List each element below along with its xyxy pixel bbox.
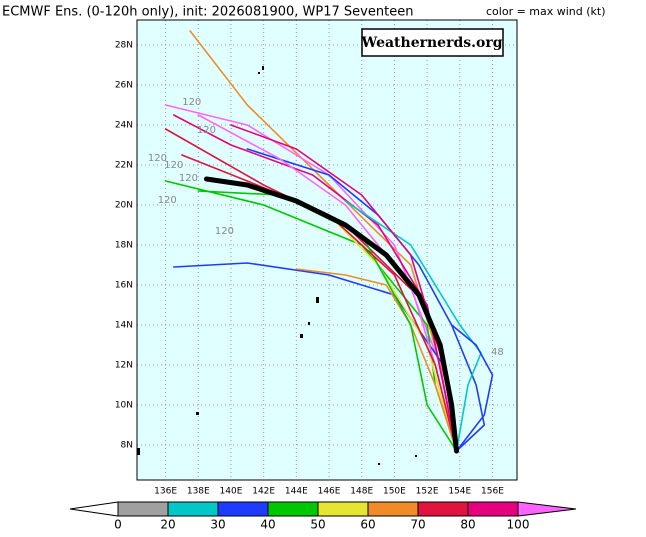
lat-tick-label: 14N: [115, 321, 133, 331]
lon-tick-label: 150E: [383, 487, 406, 497]
lat-tick-label: 16N: [115, 281, 133, 291]
hour-label: 120: [179, 173, 198, 184]
ensemble-track: [450, 324, 494, 452]
lon-tick-label: 152E: [416, 487, 439, 497]
colorbar-segment: [317, 501, 369, 517]
title: ECMWF Ens. (0-120h only), init: 20260819…: [2, 5, 413, 20]
ensemble-track: [181, 154, 458, 452]
hour-label: 120: [148, 153, 167, 164]
lat-tick-label: 22N: [115, 161, 133, 171]
hour-label: 120: [164, 160, 183, 171]
hour-label: 120: [197, 125, 216, 136]
colorbar-label: 40: [260, 518, 275, 532]
lon-tick-label: 140E: [220, 487, 243, 497]
lat-tick-label: 8N: [121, 441, 133, 451]
lat-tick-label: 24N: [115, 121, 133, 131]
watermark-text: Weathernerds.org: [361, 35, 503, 51]
lon-tick-label: 144E: [285, 487, 308, 497]
map-frame: [136, 19, 518, 481]
lon-tick-label: 138E: [187, 487, 210, 497]
map-background: [137, 20, 517, 480]
colorbar-segment: [267, 501, 319, 517]
watermark: Weathernerds.org: [361, 28, 504, 57]
lon-tick-label: 142E: [252, 487, 275, 497]
lat-tick-label: 26N: [115, 81, 133, 91]
colorbar: 0 20 30 40 50 60 70 80 100: [69, 501, 577, 532]
lat-tick-label: 28N: [115, 41, 133, 51]
ensemble-track: [172, 114, 458, 452]
hour-label: 120: [182, 97, 201, 108]
colorbar-label: 50: [310, 518, 325, 532]
hour-label: 120: [215, 226, 234, 237]
colorbar-label: 70: [410, 518, 425, 532]
colorbar-label: 80: [460, 518, 475, 532]
colorbar-segment: [417, 501, 469, 517]
mean-track: [203, 176, 460, 454]
colorbar-label: 0: [114, 518, 122, 532]
ensemble-track: [246, 148, 486, 452]
hour-label: 120: [158, 195, 177, 206]
colorbar-segment: [367, 501, 419, 517]
lon-tick-label: 136E: [154, 487, 177, 497]
lon-tick-label: 154E: [448, 487, 471, 497]
colorbar-segment: [467, 501, 519, 517]
colorbar-under: [69, 501, 119, 517]
map: 136E 138E 140E 142E 144E 146E 148E 150E 152E 154E…: [115, 19, 518, 497]
lat-tick-label: 10N: [115, 401, 133, 411]
legend-title: color = max wind (kt): [486, 5, 606, 18]
lon-tick-label: 148E: [350, 487, 373, 497]
hour-label: 48: [491, 347, 504, 358]
colorbar-segment: [217, 501, 269, 517]
ensemble-track: [344, 200, 482, 452]
ensemble-track: [295, 268, 458, 452]
islands: [137, 66, 417, 465]
lon-tick-label: 146E: [318, 487, 341, 497]
lon-tick-label: 156E: [481, 487, 504, 497]
colorbar-label: 60: [360, 518, 375, 532]
colorbar-label: 100: [507, 518, 530, 532]
colorbar-label: 20: [160, 518, 175, 532]
colorbar-segment: [167, 501, 219, 517]
ensemble-track: [197, 190, 458, 452]
lat-tick-label: 18N: [115, 241, 133, 251]
lat-tick-label: 12N: [115, 361, 133, 371]
colorbar-segment: [117, 501, 169, 517]
colorbar-over: [517, 501, 577, 517]
lat-tick-label: 20N: [115, 201, 133, 211]
colorbar-label: 30: [210, 518, 225, 532]
